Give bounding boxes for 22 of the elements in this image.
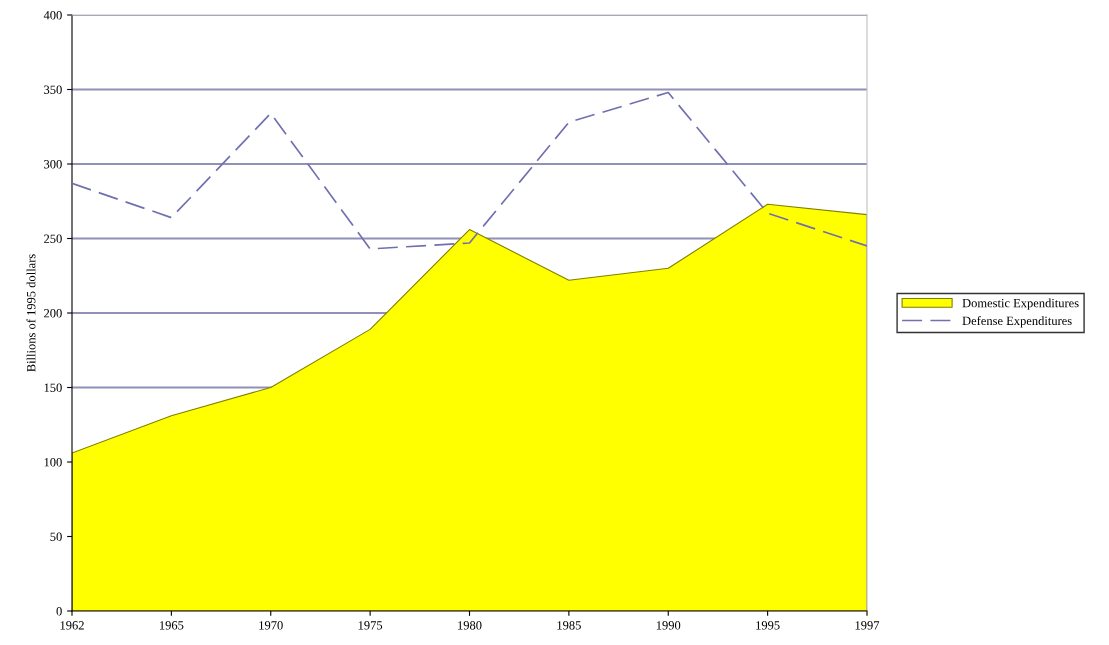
x-tick-label: 1965 [159, 621, 184, 630]
y-tick-label: 300 [44, 160, 62, 169]
y-tick-label: 50 [50, 532, 62, 541]
line-series [72, 91, 867, 250]
y-tick-label: 100 [44, 458, 62, 467]
y-tick-label: 200 [44, 309, 62, 318]
x-tick-label: 1985 [557, 621, 581, 630]
x-tick-label: 1970 [259, 621, 283, 630]
x-tick-label: 1962 [60, 621, 84, 630]
x-tick-label: 1997 [855, 621, 880, 630]
x-tick-label: 1980 [458, 621, 482, 630]
y-tick-label: 400 [43, 11, 62, 20]
x-tick-label: 1990 [656, 621, 681, 630]
y-axis-title: Billions of 1995 dollars [26, 254, 36, 372]
y-tick-label: 350 [44, 85, 62, 94]
x-tick-label: 1975 [358, 621, 383, 630]
legend-label: Domestic Expenditures [962, 298, 1079, 310]
y-tick-label: 250 [44, 234, 62, 243]
y-tick-label: 150 [44, 383, 62, 392]
y-tick-label: 0 [56, 607, 62, 616]
x-tick-label: 1995 [756, 621, 780, 630]
legend-label: Defense Expenditures [962, 316, 1072, 328]
